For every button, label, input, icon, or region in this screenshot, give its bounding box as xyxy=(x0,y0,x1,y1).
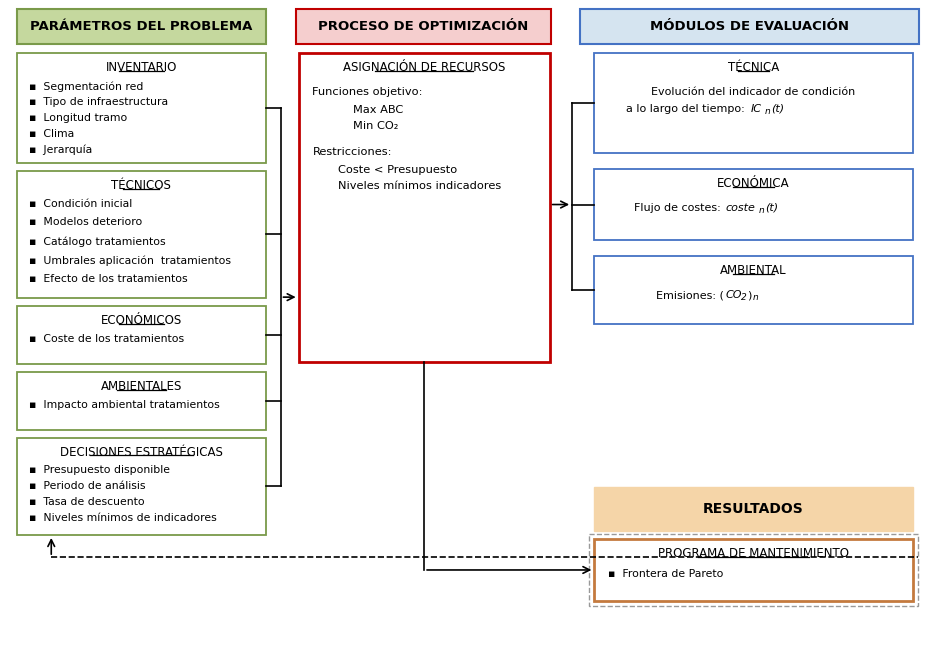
Text: ▪  Periodo de análisis: ▪ Periodo de análisis xyxy=(29,482,145,491)
Text: ▪  Niveles mínimos de indicadores: ▪ Niveles mínimos de indicadores xyxy=(29,513,216,523)
Text: Funciones objetivo:: Funciones objetivo: xyxy=(312,87,423,97)
Bar xyxy=(593,53,912,153)
Text: (t): (t) xyxy=(765,203,778,213)
Text: Max ABC: Max ABC xyxy=(352,105,402,115)
Bar xyxy=(593,256,912,324)
Text: ECONÓMICOS: ECONÓMICOS xyxy=(100,314,182,327)
Text: Emisiones: (: Emisiones: ( xyxy=(655,290,723,300)
Text: Coste < Presupuesto: Coste < Presupuesto xyxy=(337,165,457,174)
Text: Flujo de costes:: Flujo de costes: xyxy=(633,203,723,213)
Text: ▪  Tipo de infraestructura: ▪ Tipo de infraestructura xyxy=(29,97,168,107)
Text: ▪  Efecto de los tratamientos: ▪ Efecto de los tratamientos xyxy=(29,274,187,284)
Text: ▪  Longitud tramo: ▪ Longitud tramo xyxy=(29,113,127,123)
Text: PROCESO DE OPTIMIZACIÓN: PROCESO DE OPTIMIZACIÓN xyxy=(318,20,527,33)
Text: (t): (t) xyxy=(770,104,783,114)
Text: Min CO₂: Min CO₂ xyxy=(352,121,398,131)
Text: n: n xyxy=(757,205,764,215)
Text: CO: CO xyxy=(725,290,742,300)
Text: n: n xyxy=(752,293,757,302)
Text: ▪  Segmentación red: ▪ Segmentación red xyxy=(29,81,143,92)
Text: PARÁMETROS DEL PROBLEMA: PARÁMETROS DEL PROBLEMA xyxy=(30,20,252,33)
Bar xyxy=(593,487,912,531)
Text: RESULTADOS: RESULTADOS xyxy=(703,502,803,516)
Bar xyxy=(295,9,550,44)
Text: a lo largo del tiempo:: a lo largo del tiempo: xyxy=(626,104,748,114)
Text: coste: coste xyxy=(725,203,755,213)
Text: ECONÓMICA: ECONÓMICA xyxy=(717,176,789,190)
Text: DECISIONES ESTRATÉGICAS: DECISIONES ESTRATÉGICAS xyxy=(59,445,222,459)
Bar xyxy=(589,534,917,606)
Text: AMBIENTAL: AMBIENTAL xyxy=(719,264,786,277)
Text: TÉCNICOS: TÉCNICOS xyxy=(111,178,171,192)
Text: ▪  Frontera de Pareto: ▪ Frontera de Pareto xyxy=(607,569,723,579)
Text: ASIGNACIÓN DE RECURSOS: ASIGNACIÓN DE RECURSOS xyxy=(343,61,505,74)
Text: ▪  Modelos deterioro: ▪ Modelos deterioro xyxy=(29,218,142,228)
Bar xyxy=(298,53,549,362)
Bar xyxy=(17,438,266,535)
Bar xyxy=(17,9,266,44)
Text: AMBIENTALES: AMBIENTALES xyxy=(100,380,182,393)
Text: IC: IC xyxy=(750,104,761,114)
Text: n: n xyxy=(764,107,769,116)
Text: ▪  Umbrales aplicación  tratamientos: ▪ Umbrales aplicación tratamientos xyxy=(29,255,230,266)
Text: ▪  Impacto ambiental tratamientos: ▪ Impacto ambiental tratamientos xyxy=(29,400,219,410)
Text: ▪  Jerarquía: ▪ Jerarquía xyxy=(29,145,92,155)
Text: ▪  Condición inicial: ▪ Condición inicial xyxy=(29,199,132,209)
Bar xyxy=(579,9,918,44)
Bar xyxy=(17,372,266,430)
Text: ▪  Tasa de descuento: ▪ Tasa de descuento xyxy=(29,497,144,507)
Text: 2: 2 xyxy=(740,293,745,302)
Bar xyxy=(17,53,266,163)
Text: ▪  Catálogo tratamientos: ▪ Catálogo tratamientos xyxy=(29,236,165,247)
Text: PROGRAMA DE MANTENIMIENTO: PROGRAMA DE MANTENIMIENTO xyxy=(657,547,848,560)
Bar xyxy=(17,306,266,364)
Text: INVENTARIO: INVENTARIO xyxy=(106,61,177,74)
Text: ▪  Coste de los tratamientos: ▪ Coste de los tratamientos xyxy=(29,334,184,344)
Bar xyxy=(593,169,912,240)
Text: ): ) xyxy=(746,290,750,300)
Bar xyxy=(593,539,912,601)
Text: ▪  Clima: ▪ Clima xyxy=(29,129,73,139)
Text: Restricciones:: Restricciones: xyxy=(312,147,391,157)
Text: TÉCNICA: TÉCNICA xyxy=(727,61,779,74)
Text: ▪  Presupuesto disponible: ▪ Presupuesto disponible xyxy=(29,465,170,476)
Text: Niveles mínimos indicadores: Niveles mínimos indicadores xyxy=(337,180,501,191)
Bar xyxy=(17,171,266,298)
Text: MÓDULOS DE EVALUACIÓN: MÓDULOS DE EVALUACIÓN xyxy=(649,20,848,33)
Text: Evolución del indicador de condición: Evolución del indicador de condición xyxy=(651,87,855,97)
